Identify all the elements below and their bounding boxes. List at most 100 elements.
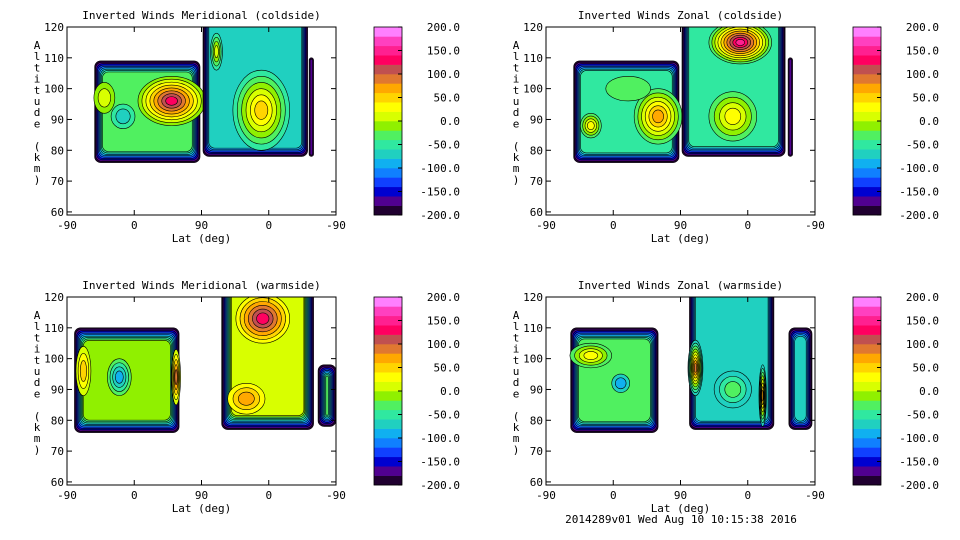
- colorbar-band: [374, 168, 402, 178]
- colorbar-label: 0.0: [919, 115, 939, 128]
- colorbar-band: [853, 74, 881, 84]
- contour-band: [693, 363, 697, 373]
- colorbar-label: -50.0: [427, 409, 460, 422]
- y-tick-label: 80: [51, 414, 64, 427]
- y-tick-label: 120: [523, 291, 543, 304]
- colorbar-band: [374, 92, 402, 103]
- y-axis-label-char: l: [34, 50, 41, 63]
- y-axis-label-char: u: [34, 365, 41, 378]
- colorbar-band: [374, 428, 402, 439]
- x-tick-label: 0: [131, 219, 138, 232]
- colorbar-band: [853, 186, 881, 197]
- y-axis-label-char: A: [513, 39, 520, 52]
- colorbar-band: [374, 111, 402, 122]
- y-axis-label-char: t: [513, 61, 520, 74]
- colorbar-band: [374, 27, 402, 37]
- contour-band: [583, 351, 599, 360]
- colorbar-band: [853, 196, 881, 206]
- colorbar-label: -150.0: [420, 456, 460, 469]
- y-tick-label: 80: [51, 144, 64, 157]
- y-tick-label: 70: [51, 445, 64, 458]
- colorbar-band: [374, 196, 402, 206]
- colorbar-band: [374, 177, 402, 188]
- colorbar-band: [853, 130, 881, 141]
- colorbar-label: 200.0: [427, 21, 460, 34]
- contour-band: [724, 107, 742, 125]
- colorbar-label: 100.0: [906, 68, 939, 81]
- x-tick-label: 90: [195, 219, 208, 232]
- x-tick-label: 0: [744, 219, 751, 232]
- x-tick-label: 0: [131, 489, 138, 502]
- colorbar-band: [853, 27, 881, 37]
- colorbar-band: [374, 139, 402, 150]
- colorbar-label: -200.0: [420, 479, 460, 492]
- colorbar-label: 200.0: [427, 291, 460, 304]
- colorbar-label: 50.0: [434, 92, 461, 105]
- y-axis-label-char: d: [34, 106, 41, 119]
- colorbar-band: [374, 186, 402, 197]
- contour-band: [256, 312, 270, 325]
- colorbar-label: -150.0: [899, 456, 939, 469]
- colorbar-band: [853, 334, 881, 345]
- chart-panel: Inverted Winds Meridional (warmside) 60 70…: [34, 279, 460, 515]
- y-axis-label-char: e: [34, 117, 41, 130]
- colorbar-label: 150.0: [427, 315, 460, 328]
- x-tick-label: 90: [195, 489, 208, 502]
- chart-title: Inverted Winds Zonal (coldside): [578, 9, 783, 22]
- y-axis-label-char: ): [34, 443, 41, 456]
- y-tick-label: 110: [523, 52, 543, 65]
- y-axis-label-char: d: [34, 376, 41, 389]
- x-tick-label: 0: [610, 489, 617, 502]
- colorbar-band: [853, 447, 881, 458]
- field-layer: [93, 27, 314, 163]
- contour-region: [788, 327, 813, 430]
- y-tick-label: 100: [44, 83, 64, 96]
- y-tick-label: 60: [51, 206, 64, 219]
- colorbar-label: 0.0: [440, 385, 460, 398]
- y-axis-label-char: t: [34, 331, 41, 344]
- colorbar-band: [853, 428, 881, 439]
- y-axis-label-char: e: [34, 387, 41, 400]
- contour-band: [165, 96, 178, 106]
- y-tick-label: 80: [530, 414, 543, 427]
- contour-region: [573, 60, 683, 163]
- x-tick-label: -90: [326, 489, 346, 502]
- colorbar-label: -100.0: [899, 162, 939, 175]
- y-axis-label-char: e: [513, 117, 520, 130]
- y-axis-label-char: t: [34, 61, 41, 74]
- contour-region: [787, 57, 793, 157]
- colorbar-label: 150.0: [906, 315, 939, 328]
- colorbar-band: [374, 55, 402, 65]
- y-axis-label-char: u: [34, 95, 41, 108]
- colorbar-band: [853, 475, 881, 486]
- x-tick-label: -90: [326, 219, 346, 232]
- colorbar: 200.0 150.0 100.0 50.0 0.0 -50.0 -100.0 -150.0 -…: [852, 21, 940, 222]
- colorbar-band: [853, 409, 881, 420]
- colorbar-band: [853, 55, 881, 65]
- x-tick-label: -90: [536, 489, 556, 502]
- colorbar-band: [374, 130, 402, 141]
- colorbar-label: -100.0: [420, 162, 460, 175]
- y-axis-label-char: e: [513, 387, 520, 400]
- field-layer: [569, 297, 813, 433]
- x-tick-label: -90: [57, 219, 77, 232]
- colorbar-band: [374, 372, 402, 382]
- colorbar-band: [853, 205, 881, 216]
- y-axis-label-char: t: [34, 354, 41, 367]
- colorbar-band: [853, 158, 881, 169]
- contour-band: [652, 109, 664, 124]
- colorbar-band: [853, 139, 881, 150]
- y-axis-label-char: A: [34, 39, 41, 52]
- y-axis-label-char: k: [34, 421, 41, 434]
- y-axis-label-char: (: [513, 410, 520, 423]
- colorbar-label: 50.0: [913, 362, 940, 375]
- colorbar-band: [374, 419, 402, 429]
- y-tick-label: 110: [44, 52, 64, 65]
- contour-region: [221, 297, 314, 430]
- y-axis-label-char: t: [513, 84, 520, 97]
- colorbar-label: 50.0: [913, 92, 940, 105]
- colorbar-band: [374, 45, 402, 56]
